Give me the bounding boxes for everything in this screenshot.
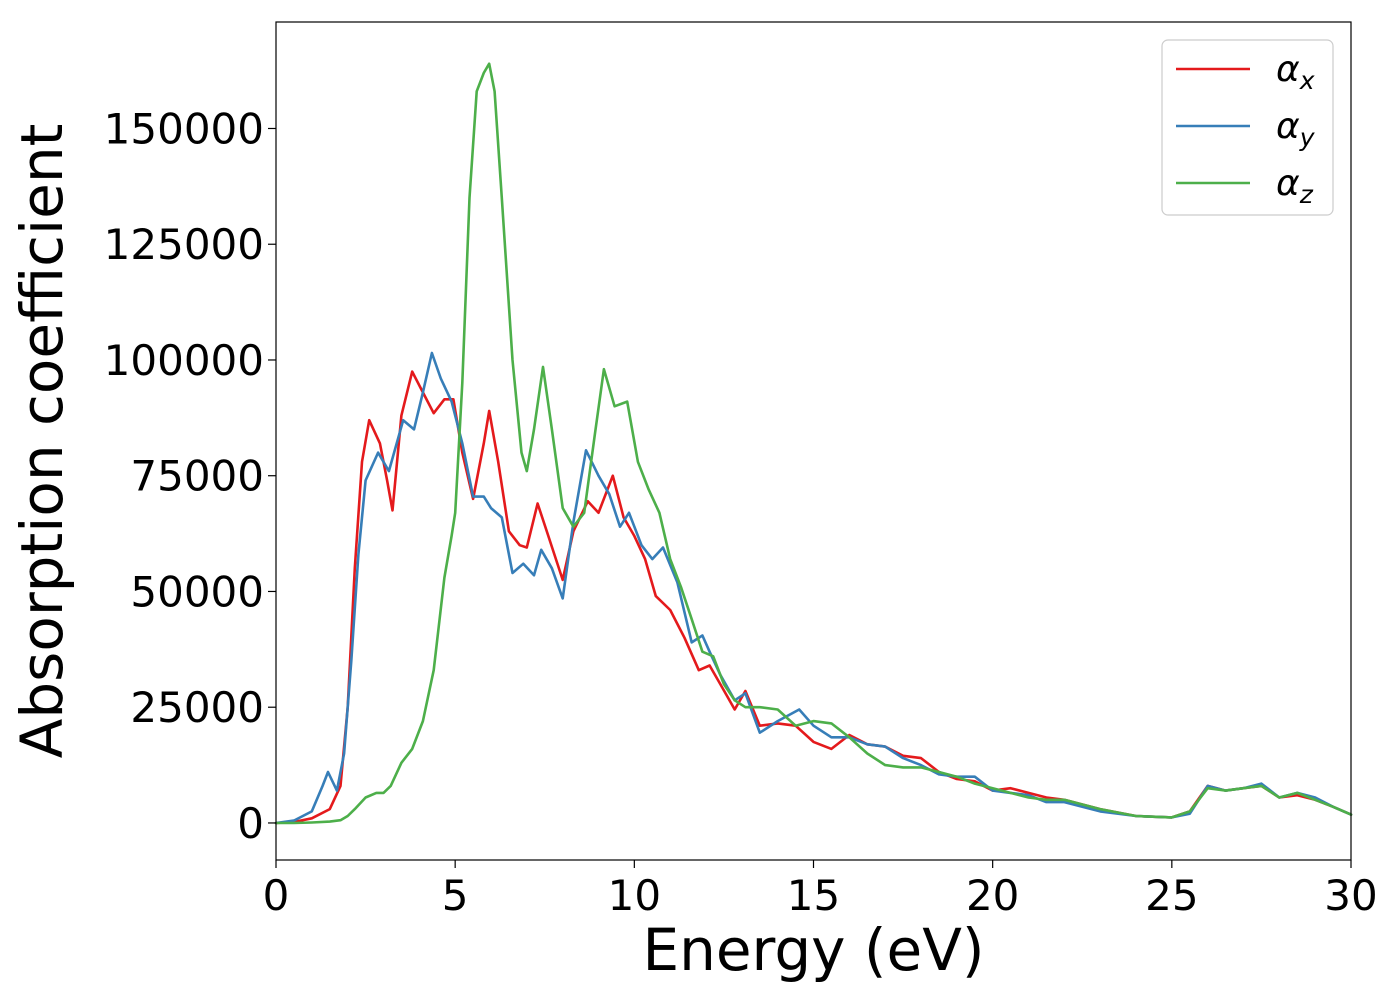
series-line-y (274, 351, 1353, 825)
y-tick-label: 25000 (130, 683, 264, 732)
legend-label-y: αy (1276, 106, 1316, 152)
y-axis-title: Absorption coefficient (8, 124, 76, 759)
x-axis-ticks: 0 5 10 15 20 25 30 (263, 860, 1378, 920)
series-group (274, 62, 1353, 825)
y-axis-ticks: 0 25000 50000 75000 100000 125000 150000 (104, 104, 276, 848)
legend-box (1161, 39, 1334, 216)
series-line-z (274, 62, 1353, 825)
x-tick-label: 30 (1324, 871, 1377, 920)
x-tick-label: 0 (263, 871, 290, 920)
y-tick-label: 75000 (130, 452, 264, 501)
y-tick-label: 125000 (104, 220, 264, 269)
x-tick-label: 20 (966, 871, 1019, 920)
x-tick-label: 15 (787, 871, 840, 920)
x-axis-title: Energy (eV) (642, 916, 984, 984)
x-tick-label: 25 (1145, 871, 1198, 920)
x-tick-label: 10 (608, 871, 661, 920)
y-tick-label: 0 (237, 799, 264, 848)
y-tick-label: 150000 (104, 104, 264, 153)
y-tick-label: 50000 (130, 567, 264, 616)
legend-label-z: αz (1276, 163, 1314, 209)
legend-label-x: αx (1276, 49, 1315, 95)
legend: αx αy αz (1161, 39, 1334, 216)
y-tick-label: 100000 (104, 336, 264, 385)
x-tick-label: 5 (442, 871, 469, 920)
